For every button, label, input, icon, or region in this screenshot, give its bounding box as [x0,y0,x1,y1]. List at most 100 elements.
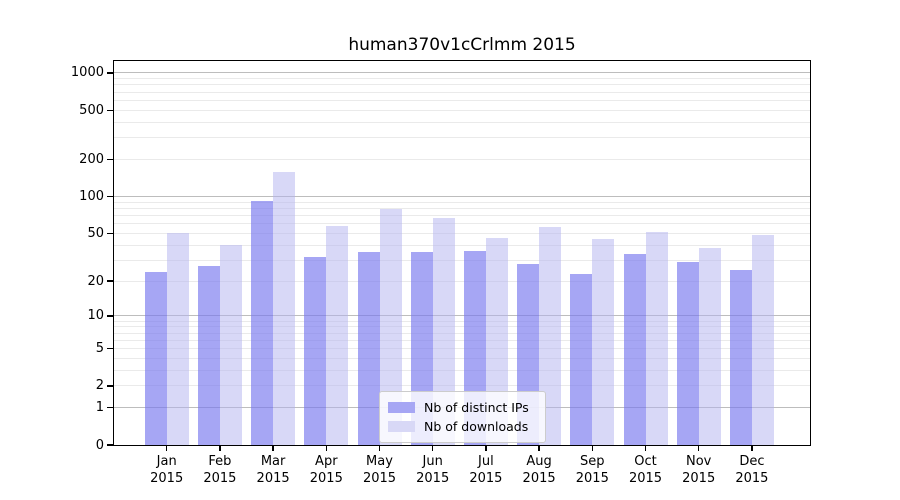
y-tick-label-500: 500 [79,102,104,118]
x-tick-label-May: May 2015 [362,454,397,486]
gridline-900 [114,78,810,80]
x-tick-Oct [644,446,647,451]
gridline-7 [114,332,810,334]
y-tick-label-0: 0 [95,437,104,453]
y-tick-10 [107,315,113,317]
x-tick-Mar [272,446,274,451]
y-tick-label-2: 2 [95,378,104,394]
y-tick-label-100: 100 [79,188,104,204]
bars-layer [114,61,810,445]
plot-area: 0 1 2 5 10 20 50 100 200 500 1000 Jan 2015 Feb 2015 Mar… [71,60,811,486]
legend-label-downloads: Nb of downloads [424,419,529,434]
x-tick-label-Mar: Mar 2015 [256,454,290,486]
gridline-4 [114,357,810,359]
legend: Nb of distinct IPs Nb of downloads [379,391,546,443]
bar-dec-downloads [751,235,774,445]
bar-jan-distinct-ips [144,271,167,445]
bar-jun-downloads [432,217,455,445]
gridline-8 [114,326,810,328]
gridline-80 [114,207,810,209]
y-tick-1 [107,406,113,409]
y-tick-label-5: 5 [95,341,104,356]
y-tick-label-200: 200 [79,151,104,167]
gridline-10 [114,315,810,317]
x-tick-Apr [325,446,327,451]
bar-jan-downloads [166,233,189,445]
legend-swatch-distinct-ips [388,402,415,413]
gridline-50 [114,232,810,234]
bar-feb-distinct-ips [197,265,220,445]
gridline-6 [114,339,810,341]
x-tick-label-Aug: Aug 2015 [522,454,556,486]
bar-sep-downloads [592,238,615,445]
bar-mar-distinct-ips [251,201,274,445]
x-tick-Dec [751,446,753,451]
bar-may-distinct-ips [357,252,380,445]
x-tick-Nov [698,446,700,451]
bar-nov-distinct-ips [676,261,699,445]
y-tick-20 [107,280,113,282]
y-tick-label-1: 1 [95,400,104,416]
bar-apr-distinct-ips [304,256,327,445]
gridline-400 [114,121,810,123]
y-tick-1000 [107,72,113,74]
y-tick-label-20: 20 [87,273,104,289]
gridline-30 [114,259,810,261]
bar-may-downloads [379,209,402,445]
bar-dec-distinct-ips [729,269,752,445]
gridline-700 [114,91,810,93]
x-tick-Aug [538,446,540,451]
y-tick-100 [107,195,113,198]
gridline-100 [114,195,810,197]
x-tick-label-Jan: Jan 2015 [150,454,184,486]
x-tick-label-Apr: Apr 2015 [309,454,343,486]
gridline-600 [114,99,810,101]
gridline-40 [114,244,810,246]
x-tick-Jul [485,446,487,451]
bar-oct-downloads [645,232,668,445]
legend-item-downloads: Nb of downloads [388,417,537,436]
bar-sep-distinct-ips [570,273,593,445]
x-tick-label-Jul: Jul 2015 [469,454,503,486]
legend-item-distinct-ips: Nb of distinct IPs [388,398,537,417]
x-tick-label-Oct: Oct 2015 [628,454,663,486]
x-tick-label-Dec: Dec 2015 [735,454,769,486]
gridline-200 [114,158,810,160]
gridline-60 [114,223,810,225]
gridline-3 [114,369,810,371]
y-tick-50 [107,232,113,234]
bar-oct-distinct-ips [623,253,646,445]
x-tick-label-Jun: Jun 2015 [416,454,450,486]
bar-mar-downloads [273,172,296,445]
legend-swatch-downloads [388,421,415,432]
y-tick-2 [107,385,113,387]
y-tick-label-1000: 1000 [70,65,104,81]
gridline-90 [114,201,810,203]
gridline-300 [114,137,810,139]
x-tick-Jan [166,446,168,451]
x-tick-Jun [432,446,434,451]
bar-aug-downloads [539,227,562,445]
x-tick-label-Feb: Feb 2015 [203,454,237,486]
gridline-70 [114,214,810,216]
gridline-2 [114,385,810,387]
y-tick-200 [107,158,113,161]
bar-nov-downloads [698,247,721,445]
bar-feb-downloads [219,245,242,445]
bar-apr-downloads [326,226,349,445]
x-tick-May [378,446,381,451]
chart-title: human370v1cCrlmm 2015 [348,35,576,55]
gridline-800 [114,84,810,86]
x-tick-Feb [219,446,221,451]
y-tick-label-10: 10 [87,308,104,324]
gridline-5 [114,348,810,349]
x-tick-Sep [591,446,593,451]
y-tick-500 [107,109,113,111]
gridline-1000 [114,72,810,74]
y-tick-5 [107,347,113,350]
x-tick-label-Nov: Nov 2015 [682,454,716,486]
gridline-500 [114,109,810,111]
gridline-20 [114,280,810,282]
y-tick-label-50: 50 [87,225,104,241]
